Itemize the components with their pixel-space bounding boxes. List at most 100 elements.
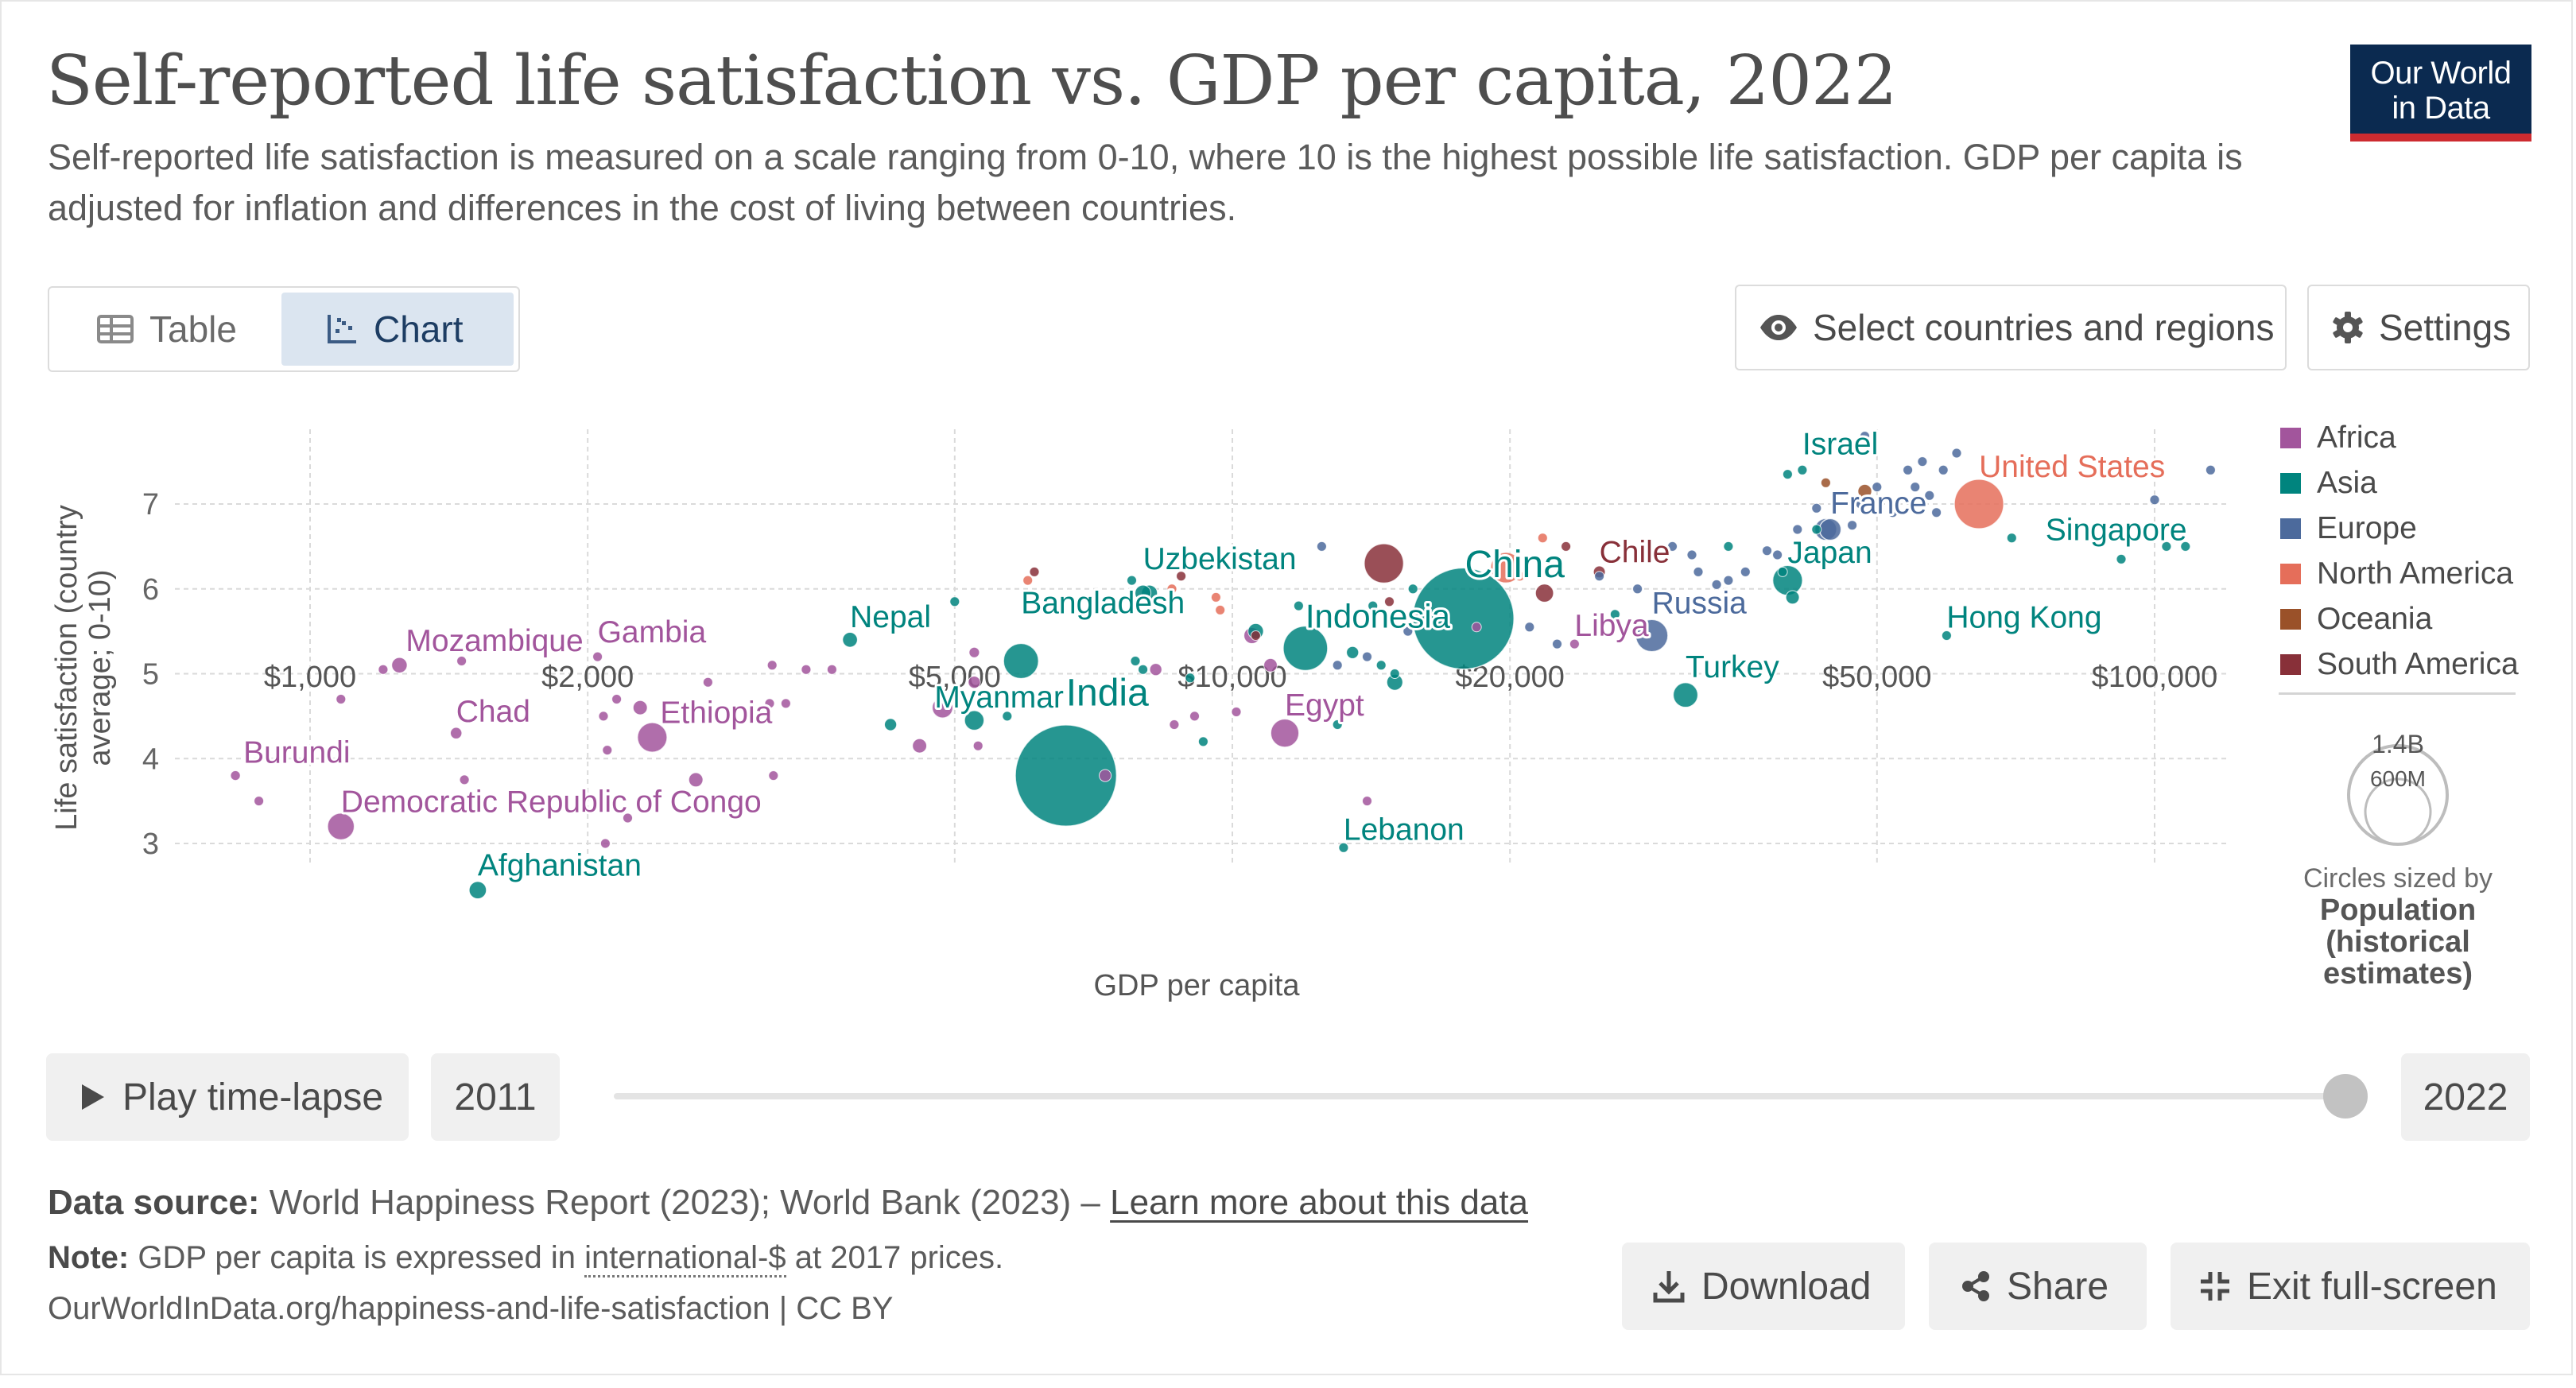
data-point[interactable]	[1185, 673, 1196, 684]
point-label-libya[interactable]: Libya	[1572, 607, 1651, 646]
data-point[interactable]	[254, 796, 265, 807]
data-point[interactable]	[1552, 638, 1562, 649]
point-label-ethiopia[interactable]: Ethiopia	[658, 694, 774, 733]
settings-button[interactable]: Settings	[2307, 285, 2530, 370]
data-point-democratic-republic-of-congo[interactable]	[327, 812, 355, 841]
point-label-chile[interactable]: Chile	[1597, 533, 1673, 572]
data-point[interactable]	[780, 698, 791, 709]
data-point[interactable]	[623, 812, 633, 824]
tab-table[interactable]: Table	[54, 293, 278, 366]
data-point-hong-kong[interactable]	[1941, 630, 1952, 641]
legend-item-south-america[interactable]: South America	[2280, 642, 2519, 687]
data-point-afghanistan[interactable]	[468, 881, 487, 900]
data-point[interactable]	[1427, 618, 1438, 628]
data-point[interactable]	[1515, 571, 1526, 582]
data-point[interactable]	[1231, 707, 1242, 717]
data-point[interactable]	[1002, 711, 1013, 722]
data-point[interactable]	[1362, 796, 1372, 807]
data-point[interactable]	[1723, 575, 1734, 586]
data-point[interactable]	[1723, 541, 1734, 552]
data-point[interactable]	[602, 745, 613, 756]
data-point-burundi[interactable]	[230, 770, 241, 781]
data-point[interactable]	[1368, 600, 1379, 611]
timeline-track[interactable]	[614, 1093, 2345, 1099]
data-point[interactable]	[1820, 477, 1831, 488]
end-year-button[interactable]: 2022	[2401, 1053, 2530, 1141]
legend-item-europe[interactable]: Europe	[2280, 506, 2519, 551]
data-point[interactable]	[1917, 456, 1928, 467]
data-point-china[interactable]	[1412, 567, 1515, 670]
data-point[interactable]	[931, 696, 954, 719]
data-point[interactable]	[1772, 549, 1783, 560]
data-point[interactable]	[768, 770, 779, 781]
data-point-uzbekistan[interactable]	[1135, 584, 1152, 602]
data-point-lebanon[interactable]	[1338, 842, 1349, 853]
point-label-china[interactable]: China	[1463, 541, 1568, 588]
data-point[interactable]	[336, 694, 347, 704]
play-timelapse-button[interactable]: Play time-lapse	[46, 1053, 409, 1141]
data-point[interactable]	[1316, 541, 1327, 552]
data-point[interactable]	[1855, 498, 1866, 510]
data-point-gambia[interactable]	[592, 651, 603, 662]
tab-chart[interactable]: Chart	[281, 293, 514, 366]
point-label-chad[interactable]: Chad	[454, 692, 533, 731]
owid-logo[interactable]: Our World in Data	[2350, 45, 2531, 142]
data-point-egypt[interactable]	[1270, 718, 1300, 748]
point-label-russia[interactable]: Russia	[1650, 584, 1750, 623]
data-point[interactable]	[611, 694, 623, 704]
point-label-mozambique[interactable]: Mozambique	[403, 622, 585, 661]
data-point[interactable]	[1490, 552, 1523, 584]
data-point[interactable]	[1811, 502, 1822, 514]
data-point[interactable]	[801, 664, 812, 675]
data-point[interactable]	[1872, 482, 1883, 493]
point-label-democratic-republic-of-congo[interactable]: Democratic Republic of Congo	[339, 783, 764, 822]
data-point-russia[interactable]	[1635, 618, 1669, 653]
data-point[interactable]	[1686, 549, 1697, 560]
data-point[interactable]	[1127, 575, 1137, 586]
data-point[interactable]	[764, 698, 775, 709]
data-point[interactable]	[1471, 622, 1482, 633]
data-point-myanmar[interactable]	[964, 710, 985, 731]
data-point[interactable]	[1189, 711, 1200, 722]
data-point[interactable]	[2161, 541, 2172, 552]
data-point[interactable]	[1561, 541, 1572, 552]
data-point[interactable]	[1785, 590, 1800, 605]
data-point[interactable]	[1384, 596, 1395, 607]
exit-fullscreen-button[interactable]: Exit full-screen	[2171, 1243, 2530, 1330]
data-point[interactable]	[766, 660, 778, 671]
data-point[interactable]	[1407, 584, 1418, 595]
point-label-israel[interactable]: Israel	[1800, 425, 1880, 463]
source-url[interactable]: OurWorldInData.org/happiness-and-life-sa…	[48, 1291, 894, 1326]
data-point-united-states[interactable]	[1953, 479, 2004, 529]
data-point[interactable]	[1838, 545, 1849, 556]
point-label-united-states[interactable]: United States	[1977, 448, 2167, 487]
point-label-hong-kong[interactable]: Hong Kong	[1944, 599, 2104, 638]
point-label-uzbekistan[interactable]: Uzbekistan	[1141, 540, 1299, 579]
data-point[interactable]	[1740, 566, 1751, 577]
data-point[interactable]	[1609, 609, 1620, 620]
data-point[interactable]	[456, 656, 467, 666]
international-dollar-term[interactable]: international-$	[584, 1240, 786, 1278]
data-point[interactable]	[2116, 553, 2127, 564]
data-point-singapore[interactable]	[2180, 541, 2191, 552]
legend-item-oceania[interactable]: Oceania	[2280, 596, 2519, 642]
data-point[interactable]	[1332, 660, 1343, 671]
data-point[interactable]	[1389, 669, 1400, 679]
share-button[interactable]: Share	[1929, 1243, 2147, 1330]
legend-item-asia[interactable]: Asia	[2280, 460, 2519, 506]
data-point[interactable]	[1210, 591, 1221, 603]
data-point-israel[interactable]	[1797, 464, 1808, 475]
data-point[interactable]	[1931, 507, 1942, 518]
point-label-turkey[interactable]: Turkey	[1683, 648, 1782, 687]
data-point[interactable]	[1130, 656, 1141, 666]
data-point[interactable]	[1903, 464, 1914, 475]
data-point[interactable]	[2006, 533, 2017, 544]
data-point[interactable]	[378, 664, 389, 675]
point-label-myanmar[interactable]: Myanmar	[932, 678, 1066, 717]
data-point[interactable]	[1632, 584, 1643, 595]
data-point[interactable]	[598, 711, 609, 722]
data-point[interactable]	[1022, 575, 1034, 586]
data-point[interactable]	[884, 718, 898, 731]
data-point[interactable]	[912, 738, 927, 754]
data-point[interactable]	[632, 700, 648, 715]
